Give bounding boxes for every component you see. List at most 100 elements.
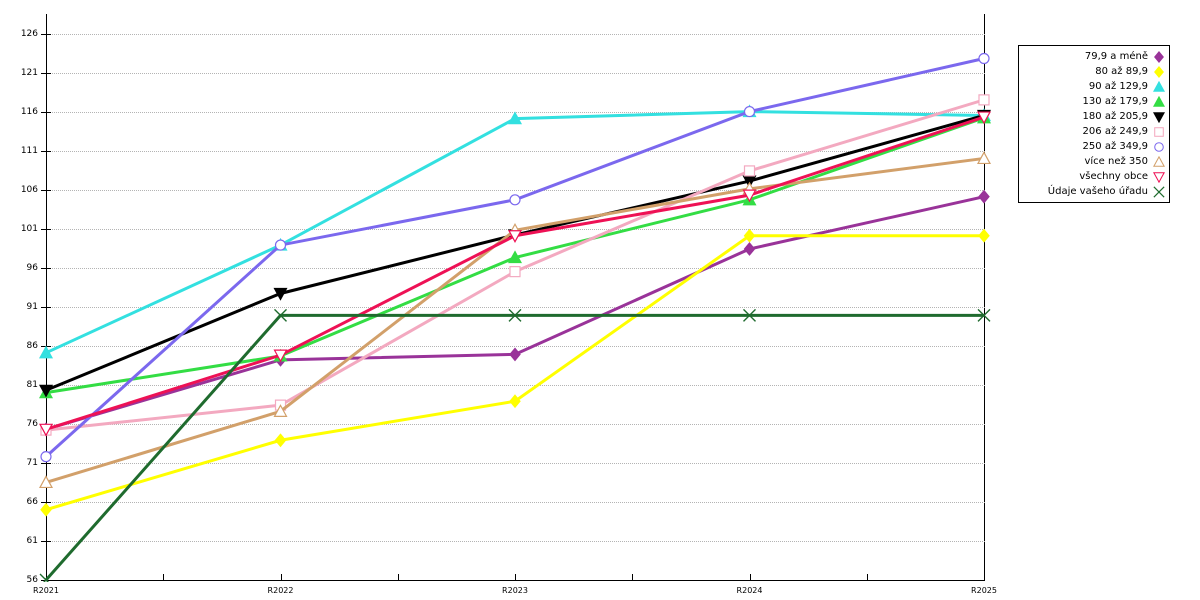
legend-item[interactable]: 180 až 205,9 <box>1022 109 1165 124</box>
right-axis-line <box>984 14 985 580</box>
triangle-up-marker-icon <box>1153 155 1165 167</box>
gridline <box>46 540 985 542</box>
x-marker-icon <box>1153 185 1165 198</box>
y-tick-label: 101 <box>20 223 38 234</box>
x-tick-label: R2022 <box>267 586 294 595</box>
legend-item[interactable]: 80 až 89,9 <box>1022 64 1165 79</box>
legend-item-label: 90 až 129,9 <box>1088 81 1148 92</box>
y-tick-mark <box>41 501 51 503</box>
y-axis-line <box>46 14 47 580</box>
x-tick-mark-minor <box>632 574 634 581</box>
square-marker-icon <box>978 94 990 106</box>
x-tick-mark <box>984 574 985 581</box>
x-tick-label: R2023 <box>502 586 528 595</box>
gridline <box>46 111 985 113</box>
legend-item[interactable]: všechny obce <box>1022 169 1165 184</box>
diamond-marker-icon <box>1154 50 1164 63</box>
circle-marker-icon <box>978 52 990 65</box>
y-tick-mark <box>41 228 51 230</box>
gridline <box>46 384 985 386</box>
legend-item[interactable]: 250 až 349,9 <box>1022 139 1165 154</box>
y-tick-mark <box>41 72 51 74</box>
diamond-marker-icon <box>274 433 287 448</box>
legend-item[interactable]: 79,9 a méně <box>1022 49 1165 64</box>
diamond-marker-icon <box>1154 65 1164 78</box>
triangle-up-marker-icon <box>1153 80 1165 92</box>
triangle-up-marker-icon <box>38 345 54 359</box>
gridline <box>46 72 985 74</box>
circle-marker-icon <box>40 451 52 463</box>
x-tick-mark <box>515 574 516 581</box>
y-tick-label: 116 <box>20 106 38 117</box>
diamond-marker-icon <box>509 394 521 409</box>
x-marker-icon <box>274 308 287 322</box>
gridline <box>46 462 985 464</box>
y-tick-label: 76 <box>26 418 38 429</box>
legend-item[interactable]: 90 až 129,9 <box>1022 79 1165 94</box>
gridline <box>46 150 985 152</box>
triangle-down-marker-icon <box>507 230 523 243</box>
y-tick-mark <box>41 267 51 269</box>
triangle-down-marker-icon <box>273 349 288 363</box>
triangle-down-marker-icon <box>976 111 992 125</box>
line-chart: 56 61 66 71 76 81 86 91 96 101 106 111 116 121 126 R202… <box>20 14 997 595</box>
triangle-down-marker-icon <box>1153 171 1165 183</box>
x-tick-mark-minor <box>397 574 399 581</box>
circle-marker-icon <box>1154 141 1164 152</box>
legend-item[interactable]: více než 350 <box>1022 154 1165 169</box>
x-marker-icon <box>508 308 522 322</box>
triangle-up-marker-icon <box>976 151 992 165</box>
legend-item[interactable]: 206 až 249,9 <box>1022 124 1165 139</box>
triangle-up-marker-icon <box>1153 155 1165 167</box>
square-marker-icon <box>1154 126 1164 137</box>
triangle-down-marker-icon <box>1153 111 1165 123</box>
triangle-down-marker-icon <box>1153 111 1165 123</box>
series-line <box>39 308 991 582</box>
triangle-up-marker-icon <box>38 475 54 489</box>
y-tick-label: 121 <box>20 67 38 78</box>
legend-item-label: 130 až 179,9 <box>1082 96 1148 107</box>
diamond-marker-icon <box>509 347 521 362</box>
y-tick-mark <box>41 306 51 308</box>
triangle-up-marker-icon <box>1153 95 1165 107</box>
y-tick-label: 91 <box>26 301 38 312</box>
legend-item[interactable]: Údaje vašeho úřadu <box>1022 184 1165 199</box>
diamond-marker-icon <box>978 228 990 243</box>
square-marker-icon <box>1154 126 1164 137</box>
series-line <box>38 111 992 437</box>
chart-legend: 79,9 a méně 80 až 89,9 90 až 129,9 130 až 1… <box>1018 45 1170 203</box>
triangle-up-marker-icon <box>1153 95 1165 107</box>
x-tick-mark <box>280 574 282 581</box>
triangle-down-marker-icon <box>742 189 757 203</box>
y-tick-mark <box>41 150 51 152</box>
legend-item-label: více než 350 <box>1084 156 1148 167</box>
y-tick-label: 66 <box>26 496 38 507</box>
gridline <box>46 33 985 35</box>
diamond-marker-icon <box>743 242 756 256</box>
legend-item[interactable]: 130 až 179,9 <box>1022 94 1165 109</box>
series-lines-layer <box>38 52 992 582</box>
y-tick-label: 56 <box>26 575 38 585</box>
legend-item-label: 80 až 89,9 <box>1095 66 1148 77</box>
triangle-down-marker-icon <box>273 287 288 301</box>
series-line <box>40 228 990 517</box>
series-polyline <box>45 98 985 432</box>
x-tick-mark-minor <box>163 574 165 581</box>
square-marker-icon <box>509 266 521 278</box>
legend-item-label: všechny obce <box>1079 171 1148 182</box>
y-tick-label: 86 <box>26 340 38 351</box>
y-tick-label: 71 <box>26 457 38 468</box>
gridline <box>46 501 985 503</box>
legend-item-label: 180 až 205,9 <box>1082 111 1148 122</box>
legend-item-label: 79,9 a méně <box>1084 51 1148 62</box>
y-tick-mark <box>41 462 51 464</box>
gridline <box>46 345 985 347</box>
triangle-down-marker-icon <box>38 423 54 437</box>
legend-item-label: 206 až 249,9 <box>1082 126 1148 137</box>
y-tick-mark <box>41 33 51 35</box>
y-tick-label: 61 <box>26 535 38 546</box>
triangle-up-marker-icon <box>1153 80 1165 92</box>
triangle-up-marker-icon <box>507 250 523 264</box>
circle-marker-icon <box>1154 141 1164 152</box>
